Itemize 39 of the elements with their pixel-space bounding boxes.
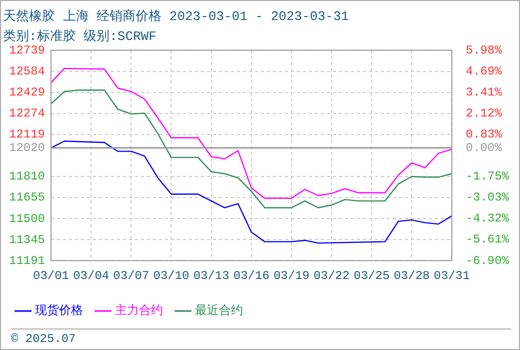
- y2-tick-label: 0.00%: [466, 141, 503, 156]
- y-tick-label: 12739: [8, 43, 46, 58]
- x-tick-label: 03/10: [153, 268, 190, 283]
- y-tick-label: 12429: [8, 86, 46, 100]
- x-tick-label: 03/22: [314, 268, 350, 283]
- chart-subtitle: 类别:标准胶 级别:SCRWF: [3, 28, 156, 44]
- y2-tick-label: 2.12%: [466, 106, 503, 120]
- x-tick-label: 03/13: [193, 268, 230, 283]
- y-tick-label: 12020: [8, 141, 46, 156]
- y-tick-label: 11345: [8, 232, 46, 247]
- legend-label: 现货价格: [35, 304, 83, 318]
- x-tick-label: 03/16: [233, 268, 270, 283]
- y2-tick-label: -6.90%: [466, 254, 510, 268]
- x-tick-label: 03/25: [354, 268, 390, 283]
- x-tick-label: 03/31: [434, 268, 470, 283]
- y-tick-label: 11810: [8, 170, 46, 184]
- x-tick-label: 03/28: [394, 268, 430, 283]
- y2-tick-label: 0.83%: [466, 128, 503, 142]
- y-tick-label: 11655: [8, 190, 46, 205]
- y-tick-label: 12274: [8, 106, 46, 121]
- y2-tick-label: -5.61%: [466, 232, 510, 247]
- y-tick-label: 12584: [8, 64, 46, 78]
- x-tick-label: 03/04: [73, 268, 110, 283]
- x-tick-label: 03/07: [113, 268, 150, 283]
- y2-tick-label: 4.69%: [466, 64, 503, 78]
- y2-tick-label: -1.75%: [466, 170, 510, 184]
- y2-tick-label: -3.03%: [466, 190, 510, 205]
- x-tick-label: 03/19: [273, 268, 310, 283]
- text: © 2025.07: [11, 332, 76, 346]
- y2-tick-label: -4.32%: [466, 212, 510, 226]
- x-tick-label: 03/01: [33, 268, 70, 283]
- y-tick-label: 11500: [8, 212, 46, 226]
- y2-tick-label: 3.41%: [466, 85, 503, 100]
- y-tick-label: 11191: [8, 254, 46, 268]
- legend-label: 最近合约: [195, 304, 243, 318]
- y2-tick-label: 5.98%: [466, 43, 503, 58]
- chart-title: 天然橡胶 上海 经销商价格 2023-03-01 - 2023-03-31: [3, 9, 350, 24]
- legend-label: 主力合约: [115, 303, 163, 318]
- y-tick-label: 12119: [8, 128, 46, 142]
